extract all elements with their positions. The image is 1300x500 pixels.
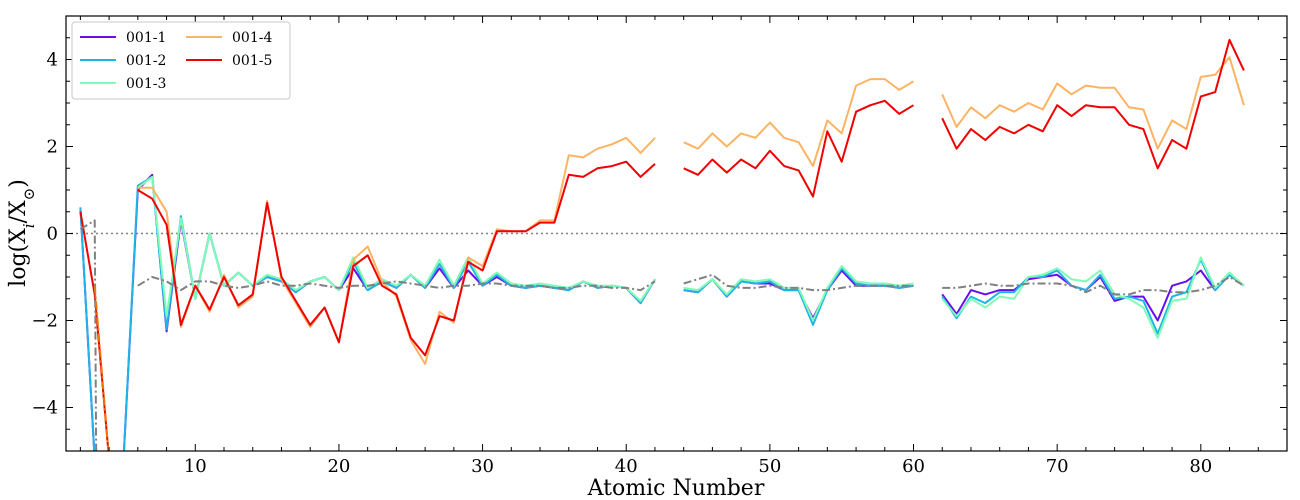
x-tick-label: 80 [1189, 456, 1212, 477]
x-tick-label: 10 [184, 456, 207, 477]
x-axis-label: Atomic Number [587, 476, 765, 500]
x-ticks: 10 20 30 40 50 60 70 80 [79, 16, 1288, 477]
x-tick-label: 20 [327, 456, 350, 477]
x-tick-label: 50 [758, 456, 781, 477]
legend-box [71, 21, 291, 100]
x-tick-label: 70 [1046, 456, 1069, 477]
y-tick-label: 0 [47, 224, 58, 245]
series-line-0 [79, 173, 1245, 451]
y-tick-label: −4 [31, 398, 58, 419]
series-line-6 [93, 285, 110, 451]
series-line-5 [79, 219, 1245, 451]
y-axis-label: log(Xi/X⊙) [6, 179, 38, 287]
y-tick-label: 4 [47, 50, 58, 71]
legend-label: 001-3 [126, 76, 166, 92]
series-line-4 [79, 38, 1245, 451]
legend-label: 001-5 [232, 53, 272, 69]
series-layer [79, 38, 1245, 451]
y-ticks: −4 −2 0 2 4 [31, 15, 1287, 452]
x-tick-label: 30 [471, 456, 494, 477]
legend-label: 001-4 [232, 30, 272, 46]
x-tick-label: 60 [902, 456, 925, 477]
legend: 001-1 001-2 001-3 001-4 001-5 [71, 21, 291, 100]
x-tick-label: 40 [615, 456, 638, 477]
series-line-3 [137, 56, 1245, 365]
series-line-1 [79, 175, 1245, 451]
y-tick-label: −2 [31, 311, 58, 332]
legend-label: 001-1 [126, 30, 166, 46]
legend-label: 001-2 [126, 53, 166, 69]
y-tick-label: 2 [47, 137, 58, 158]
plot-frame [65, 15, 1288, 452]
